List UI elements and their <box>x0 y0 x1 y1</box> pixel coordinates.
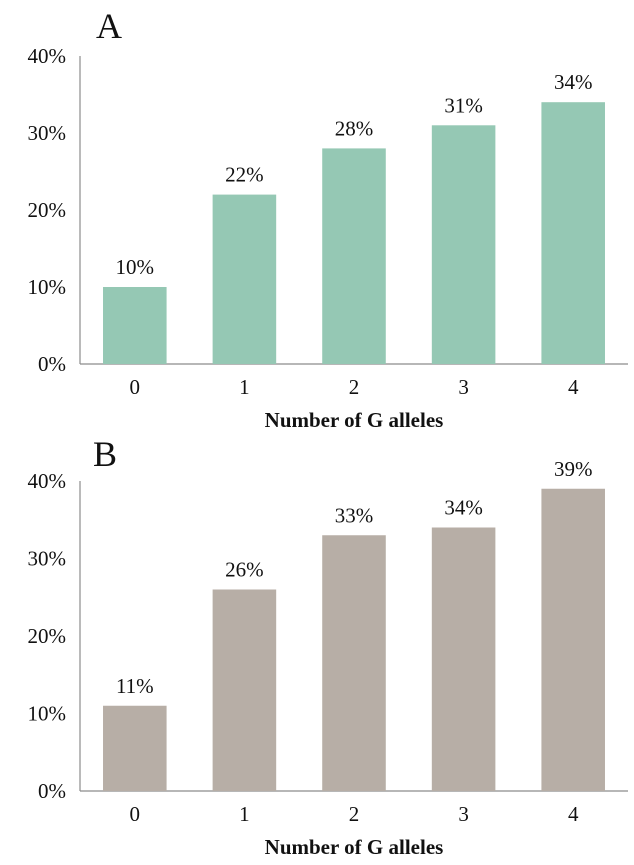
data-label: 34% <box>444 496 483 520</box>
bar-0 <box>103 287 167 364</box>
y-tick-label: 20% <box>28 624 67 648</box>
chart-panel-a: A 0% 10% 20% 30% 40% 10% 0 22% 1 28% 2 31% 3 34% 4 Numbe… <box>0 0 634 432</box>
x-tick-label: 2 <box>349 802 360 826</box>
bar-2 <box>322 535 386 791</box>
bar-1 <box>212 589 277 791</box>
y-tick-label: 30% <box>28 121 67 145</box>
y-tick-label: 30% <box>28 547 67 571</box>
bar-4 <box>541 488 605 791</box>
x-tick-label: 1 <box>239 375 250 399</box>
panel-label: B <box>93 434 117 474</box>
y-tick-label: 40% <box>28 44 67 68</box>
x-axis-title: Number of G alleles <box>265 408 444 432</box>
x-tick-label: 3 <box>458 375 469 399</box>
bar-1 <box>212 194 277 364</box>
y-tick-label: 10% <box>28 702 67 726</box>
bar-4 <box>541 102 605 364</box>
data-label: 22% <box>225 163 264 187</box>
y-tick-label: 0% <box>38 779 66 803</box>
panel-label: A <box>96 6 122 46</box>
x-tick-label: 0 <box>130 802 141 826</box>
data-label: 10% <box>116 255 155 279</box>
data-label: 28% <box>335 116 374 140</box>
data-label: 26% <box>225 558 264 582</box>
data-label: 11% <box>116 674 154 698</box>
y-tick-label: 10% <box>28 275 67 299</box>
x-tick-label: 0 <box>130 375 141 399</box>
bar-chart-b: B 0% 10% 20% 30% 40% 11% 0 26% 1 33% 2 34% 3 39% 4 Numbe… <box>28 434 628 859</box>
y-tick-label: 20% <box>28 198 67 222</box>
x-tick-label: 1 <box>239 802 250 826</box>
bar-2 <box>322 148 386 364</box>
data-label: 31% <box>444 93 483 117</box>
bar-3 <box>431 125 496 364</box>
data-label: 39% <box>554 457 593 481</box>
chart-panel-b: B 0% 10% 20% 30% 40% 11% 0 26% 1 33% 2 34% 3 39% 4 Numbe… <box>0 432 634 865</box>
x-tick-label: 4 <box>568 375 579 399</box>
x-tick-label: 2 <box>349 375 360 399</box>
bar-3 <box>431 527 496 791</box>
y-tick-label: 0% <box>38 352 66 376</box>
data-label: 33% <box>335 503 374 527</box>
y-tick-label: 40% <box>28 469 67 493</box>
bar-chart-a: A 0% 10% 20% 30% 40% 10% 0 22% 1 28% 2 31% 3 34% 4 Numbe… <box>28 6 628 432</box>
bar-0 <box>103 705 167 791</box>
data-label: 34% <box>554 70 593 94</box>
x-tick-label: 4 <box>568 802 579 826</box>
x-tick-label: 3 <box>458 802 469 826</box>
x-axis-title: Number of G alleles <box>265 835 444 859</box>
